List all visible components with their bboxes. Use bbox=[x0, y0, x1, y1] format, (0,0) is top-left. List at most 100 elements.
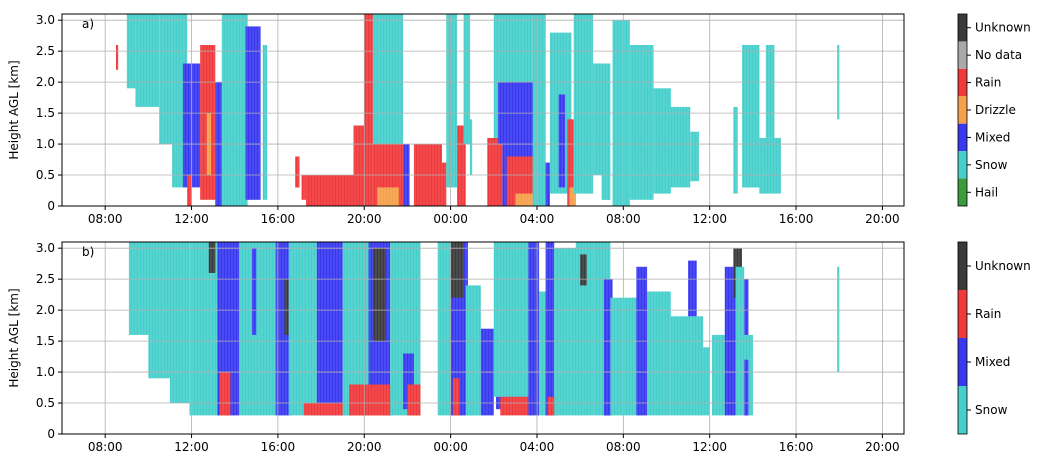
colorbar-label: Mixed bbox=[975, 355, 1010, 369]
class-region-snow bbox=[593, 63, 611, 175]
x-tick-label: 16:00 bbox=[779, 212, 814, 226]
class-region-mixed bbox=[528, 242, 540, 416]
y-tick-label: 0.5 bbox=[36, 396, 55, 410]
x-tick-label: 16:00 bbox=[261, 212, 296, 226]
class-region-mixed bbox=[688, 260, 697, 317]
class-region-drizzle bbox=[515, 193, 535, 206]
y-tick-label: 1.0 bbox=[36, 365, 55, 379]
colorbar-label: Rain bbox=[975, 307, 1001, 321]
class-region-unknown bbox=[208, 242, 216, 273]
class-region-rain bbox=[116, 45, 119, 70]
y-tick-label: 0.5 bbox=[36, 168, 55, 182]
colorbar-label: Snow bbox=[975, 403, 1008, 417]
class-region-snow bbox=[601, 156, 611, 200]
class-region-rain bbox=[301, 175, 306, 200]
x-tick-label: 04:00 bbox=[520, 440, 555, 454]
y-tick-label: 2.5 bbox=[36, 44, 55, 58]
colorbar: Unknown Rain Mixed Snow bbox=[957, 241, 1031, 435]
class-region-unknown bbox=[372, 248, 386, 342]
colorbar-label: Snow bbox=[975, 158, 1008, 172]
colorbar-label: Rain bbox=[975, 76, 1001, 90]
colorbar: Unknown No data Rain Drizzle Mixed Snow Hail bbox=[957, 13, 1031, 207]
grid bbox=[62, 14, 904, 207]
class-region-snow bbox=[159, 14, 173, 145]
colorbar-swatch-rain bbox=[958, 290, 967, 338]
class-region-snow bbox=[759, 137, 781, 194]
colorbar-swatch-no-data bbox=[958, 41, 967, 69]
x-tick-label: 16:00 bbox=[261, 440, 296, 454]
x-tick-label: 20:00 bbox=[347, 440, 382, 454]
class-region-unknown bbox=[284, 279, 289, 335]
class-region-rain bbox=[364, 384, 393, 416]
class-region-rain bbox=[452, 378, 460, 416]
class-region-snow bbox=[647, 291, 671, 416]
class-region-rain bbox=[364, 14, 373, 206]
colorbar-swatch-mixed bbox=[958, 123, 967, 152]
class-region-snow bbox=[539, 291, 548, 416]
colorbar-label: Unknown bbox=[975, 21, 1031, 35]
x-tick-label: 08:00 bbox=[88, 440, 123, 454]
colorbar-swatch-drizzle bbox=[958, 96, 967, 124]
colorbar-label: Mixed bbox=[975, 130, 1010, 144]
class-region-rain bbox=[567, 119, 574, 206]
class-region-snow bbox=[288, 242, 317, 416]
class-region-rain bbox=[487, 137, 503, 206]
colorbar-frame bbox=[957, 241, 968, 435]
plot-frame bbox=[61, 241, 905, 435]
x-tick-label: 04:00 bbox=[520, 212, 555, 226]
class-region-rain bbox=[219, 372, 231, 416]
class-region-snow bbox=[629, 45, 654, 200]
x-tick-label: 08:00 bbox=[88, 212, 123, 226]
colorbar-label: Hail bbox=[975, 185, 998, 199]
class-region-snow bbox=[711, 334, 725, 416]
y-tick-label: 2.5 bbox=[36, 272, 55, 286]
x-tick-label: 12:00 bbox=[174, 212, 209, 226]
colorbar-swatch-unknown bbox=[958, 242, 967, 290]
class-region-rain bbox=[306, 175, 354, 206]
x-tick-label: 00:00 bbox=[433, 212, 468, 226]
panel-a: 08:00 12:00 16:00 20:00 00:00 04:00 08:00 12:00… bbox=[7, 13, 1031, 226]
class-region-rain bbox=[295, 156, 300, 188]
x-tick-label: 12:00 bbox=[692, 440, 727, 454]
class-region-drizzle bbox=[377, 187, 399, 206]
panel-label: b) bbox=[82, 245, 94, 259]
class-region-mixed bbox=[545, 162, 550, 206]
class-region-snow bbox=[128, 242, 153, 335]
class-region-snow bbox=[748, 359, 753, 416]
plot-frame bbox=[61, 13, 905, 207]
class-region-snow bbox=[221, 14, 248, 206]
class-region-snow bbox=[554, 248, 578, 416]
class-region-snow bbox=[742, 334, 753, 360]
y-axis-label: Height AGL [km] bbox=[7, 60, 21, 159]
class-region-rain bbox=[442, 162, 447, 206]
y-tick-label: 1.5 bbox=[36, 334, 55, 348]
colorbar-swatch-mixed bbox=[958, 338, 967, 386]
class-region-snow bbox=[372, 14, 404, 145]
class-region-mixed bbox=[558, 94, 566, 188]
class-region-snow bbox=[690, 131, 699, 182]
colorbar-swatch-unknown bbox=[958, 14, 967, 42]
class-region-snow bbox=[733, 106, 738, 194]
class-region-mixed bbox=[316, 242, 343, 416]
class-region-snow bbox=[666, 106, 691, 188]
class-region-unknown bbox=[580, 254, 587, 286]
class-region-snow bbox=[670, 316, 704, 416]
class-region-snow bbox=[262, 45, 268, 200]
panel-b: 08:00 12:00 16:00 20:00 00:00 04:00 08:00 12:00… bbox=[7, 241, 1031, 454]
colorbar-swatch-snow bbox=[958, 151, 967, 179]
class-region-snow bbox=[135, 14, 160, 107]
class-region-rain bbox=[349, 384, 365, 416]
streak-texture bbox=[63, 14, 902, 206]
y-tick-label: 0 bbox=[47, 427, 55, 441]
class-region-snow bbox=[463, 14, 471, 145]
colorbar-label: No data bbox=[975, 48, 1022, 62]
class-region-snow bbox=[742, 45, 760, 188]
class-region-snow bbox=[446, 14, 458, 188]
y-tick-label: 1.5 bbox=[36, 106, 55, 120]
class-region-mixed bbox=[252, 248, 257, 335]
class-region-snow bbox=[837, 266, 840, 373]
colorbar-label: Drizzle bbox=[975, 103, 1016, 117]
y-tick-label: 2.0 bbox=[36, 75, 55, 89]
colorbar-swatch-hail bbox=[958, 178, 967, 206]
